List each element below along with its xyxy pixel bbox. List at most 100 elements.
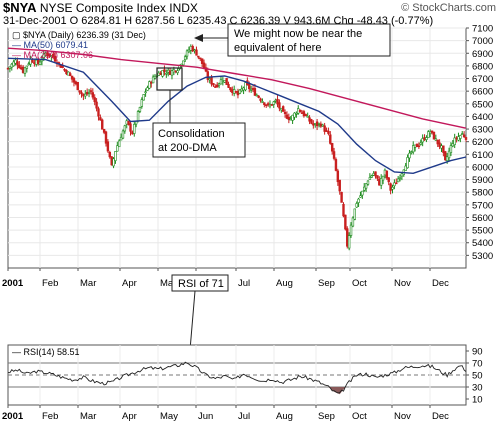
candle-body	[170, 70, 174, 76]
candle-body	[206, 71, 209, 80]
candle-body	[349, 224, 353, 236]
candle-body	[229, 87, 232, 91]
price-candle	[346, 226, 349, 249]
candle-body	[223, 79, 226, 83]
price-candle	[347, 232, 351, 251]
price-candle	[63, 68, 66, 72]
ma50-line	[7, 57, 467, 175]
rsi-x-month-label: Nov	[394, 411, 411, 422]
candle-body	[261, 101, 264, 103]
candle-body	[129, 123, 132, 132]
price-candle	[304, 113, 307, 117]
candle-body	[216, 84, 219, 88]
candle-body	[208, 78, 211, 81]
price-candle	[261, 98, 264, 103]
price-candle	[425, 135, 428, 143]
quote-high: H 6287.56	[124, 15, 175, 27]
price-candle	[349, 222, 353, 238]
price-candle	[366, 180, 370, 186]
candle-body	[232, 89, 236, 94]
candle-body	[67, 71, 70, 76]
candle-body	[285, 114, 289, 119]
candle-body	[396, 178, 400, 183]
price-candle	[106, 139, 110, 153]
candle-body	[210, 77, 213, 85]
price-x-month-label: Nov	[394, 278, 411, 289]
candle-body	[374, 171, 377, 177]
candle-body	[444, 151, 447, 161]
price-candle	[459, 134, 462, 143]
price-candle	[449, 142, 453, 157]
price-y-tick-label: 5300	[472, 251, 493, 262]
candle-body	[191, 46, 194, 52]
candle-body	[464, 137, 468, 140]
price-candle	[276, 95, 279, 108]
price-candle	[462, 131, 466, 139]
rsi-x-month-label: Aug	[276, 411, 293, 422]
candle-body	[406, 157, 409, 169]
price-candle	[200, 58, 204, 68]
candle-body	[442, 145, 445, 153]
candle-body	[268, 104, 272, 107]
price-candle	[170, 69, 174, 80]
price-candle	[351, 216, 355, 228]
price-candle	[453, 133, 456, 149]
candle-body	[227, 84, 230, 88]
candle-body	[461, 133, 464, 135]
candle-body	[263, 102, 266, 105]
price-y-tick-label: 5700	[472, 200, 493, 211]
price-candle	[447, 147, 451, 161]
candle-body	[391, 186, 394, 190]
candle-body	[306, 115, 309, 118]
annotation-top-line1: We might now be near the	[234, 28, 362, 40]
price-candle	[238, 89, 242, 95]
price-candle	[89, 87, 93, 95]
price-candle	[133, 120, 136, 137]
price-candle	[70, 75, 74, 83]
rsi-x-month-label: Sep	[318, 411, 335, 422]
price-candle	[87, 88, 91, 98]
price-candle	[163, 65, 166, 76]
candle-body	[87, 92, 91, 94]
price-candle	[18, 60, 21, 69]
candle-body	[393, 182, 396, 187]
legend-rsi: — RSI(14) 58.51	[12, 347, 80, 357]
legend-ma200: — MA(200) 6307.06	[12, 50, 93, 60]
candle-body	[449, 145, 453, 153]
price-candle	[23, 67, 27, 77]
price-candle	[387, 177, 390, 186]
price-candle	[338, 179, 341, 195]
candle-body	[332, 151, 336, 159]
candle-body	[185, 50, 189, 57]
price-candle	[93, 94, 96, 106]
candle-body	[336, 170, 340, 183]
candle-body	[25, 65, 29, 69]
rsi-y-tick-label: 30	[472, 383, 483, 394]
price-candle	[255, 93, 258, 97]
price-candle	[212, 83, 215, 87]
candle-body	[410, 151, 413, 153]
candle-body	[151, 76, 155, 84]
candle-body	[266, 103, 270, 105]
price-candle	[104, 130, 108, 147]
price-candle	[216, 82, 219, 88]
price-candle	[67, 71, 70, 76]
symbol-label: $NYA	[3, 0, 37, 15]
candle-body	[183, 56, 187, 61]
candle-body	[366, 180, 370, 185]
candle-body	[334, 159, 338, 171]
price-candle	[438, 139, 441, 150]
price-candle	[298, 109, 302, 113]
candle-body	[95, 101, 98, 109]
candle-body	[99, 117, 102, 121]
candle-body	[287, 116, 291, 120]
price-x-month-label: Mar	[80, 278, 96, 289]
price-candle	[428, 129, 432, 138]
rsi-x-month-label: Feb	[42, 411, 58, 422]
candle-body	[242, 87, 245, 91]
candle-body	[27, 63, 30, 66]
candle-body	[427, 131, 430, 139]
candle-body	[251, 88, 255, 90]
price-y-tick-label: 7100	[472, 24, 493, 35]
candle-body	[174, 70, 177, 73]
